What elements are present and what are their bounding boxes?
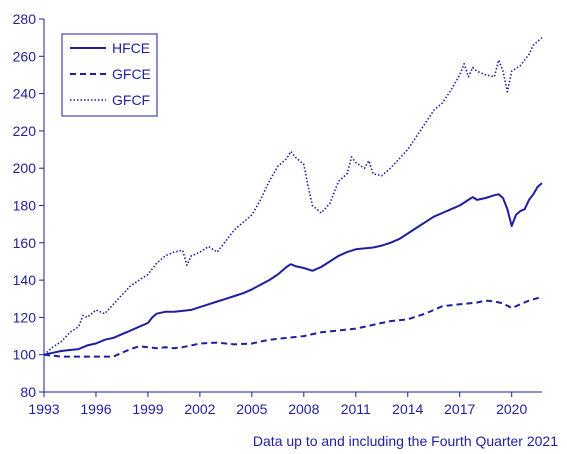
y-tick-label: 180 (13, 198, 37, 214)
legend: HFCE GFCE GFCF (61, 33, 158, 117)
y-tick-label: 220 (13, 123, 37, 139)
x-tick-label: 1999 (132, 401, 163, 417)
x-tick-label: 2005 (236, 401, 267, 417)
series-line-gfcf (43, 37, 543, 356)
y-tick-label: 240 (13, 86, 37, 102)
x-axis: 1993 1996 1999 2002 2005 2008 2011 2014 2017 2020 (28, 392, 527, 417)
legend-label-hfce: HFCE (112, 40, 150, 56)
y-tick-label: 200 (13, 160, 37, 176)
y-tick-label: 260 (13, 48, 37, 64)
x-tick-label: 2002 (184, 401, 215, 417)
x-tick-label: 2011 (341, 401, 371, 417)
x-tick-label: 2020 (496, 401, 527, 417)
x-tick-label: 2017 (444, 401, 475, 417)
y-tick-label: 140 (13, 272, 37, 288)
y-axis: 80 100 120 140 160 180 200 220 240 260 280 (13, 11, 44, 400)
series-layer (43, 37, 543, 358)
series-line-gfce (43, 295, 543, 358)
legend-label-gfcf: GFCF (112, 92, 150, 108)
y-tick-label: 280 (13, 11, 37, 27)
y-tick-label: 100 (13, 347, 37, 363)
footnote: Data up to and including the Fourth Quar… (253, 433, 558, 449)
y-tick-label: 120 (13, 309, 37, 325)
y-tick-label: 160 (13, 235, 37, 251)
x-tick-label: 1993 (28, 401, 59, 417)
x-tick-label: 2014 (392, 401, 423, 417)
x-tick-label: 1996 (80, 401, 111, 417)
y-tick-label: 80 (20, 384, 36, 400)
series-line-hfce (43, 182, 543, 356)
x-tick-label: 2008 (288, 401, 319, 417)
legend-label-gfce: GFCE (112, 66, 151, 82)
